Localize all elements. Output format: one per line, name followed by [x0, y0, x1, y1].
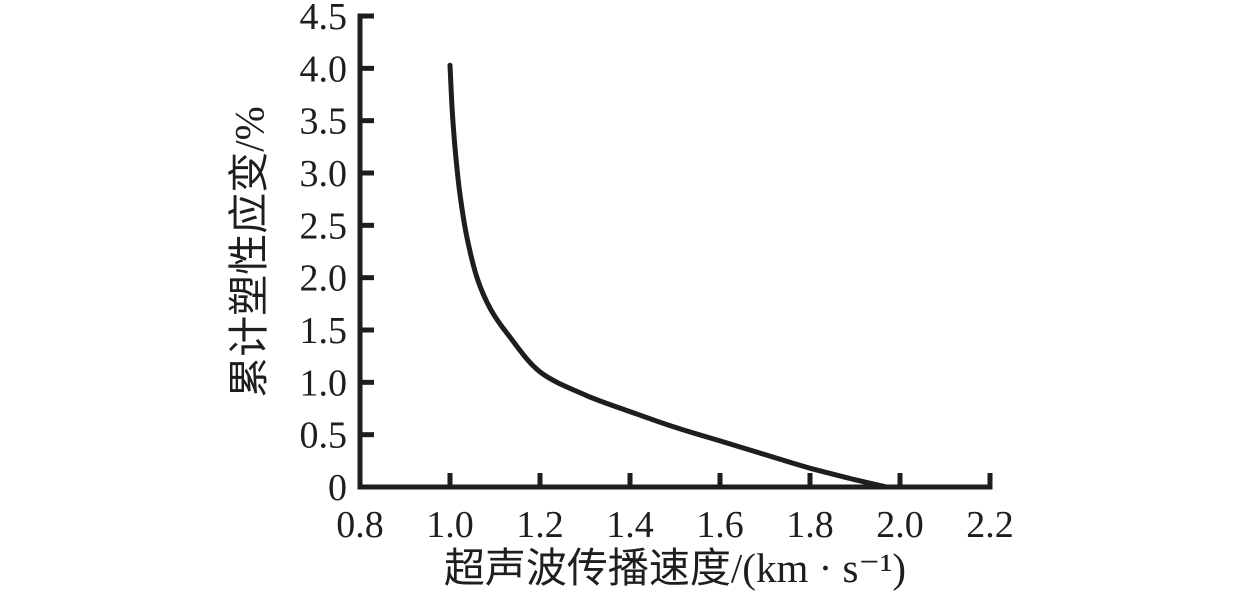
y-tick-label: 4.0	[300, 48, 348, 90]
x-ticks	[447, 473, 993, 487]
y-tick-label: 2.0	[300, 258, 348, 300]
x-tick-label: 1.8	[786, 504, 834, 546]
y-tick-label: 1.5	[300, 310, 348, 352]
y-tick-label: 1.0	[300, 362, 348, 404]
x-tick-label: 1.0	[426, 504, 474, 546]
y-tick-label: 2.5	[300, 205, 348, 247]
x-tick-label: 0.8	[336, 504, 384, 546]
y-tick-label: 4.5	[300, 0, 348, 38]
x-tick-label: 2.2	[966, 504, 1014, 546]
y-tick-label: 3.0	[300, 153, 348, 195]
x-tick-label: 1.2	[516, 504, 564, 546]
y-ticks	[360, 13, 374, 438]
y-tick-label: 0.5	[300, 415, 348, 457]
x-tick-label: 1.6	[696, 504, 744, 546]
y-tick-label: 3.5	[300, 101, 348, 143]
y-axis-title: 累计塑性应变/%	[226, 106, 272, 398]
data-curve	[447, 62, 889, 490]
y-tick-labels: 0 0.5 1.0 1.5 2.0 2.5 3.0 3.5 4.0 4.5	[300, 0, 348, 509]
x-tick-label: 1.4	[606, 504, 654, 546]
axes	[357, 13, 993, 490]
x-axis-title: 超声波传播速度/(km · s⁻¹)	[444, 545, 906, 591]
y-tick-label: 0	[328, 467, 347, 509]
x-tick-label: 2.0	[876, 504, 924, 546]
x-tick-labels: 0.8 1.0 1.2 1.4 1.6 1.8 2.0 2.2	[336, 504, 1014, 546]
